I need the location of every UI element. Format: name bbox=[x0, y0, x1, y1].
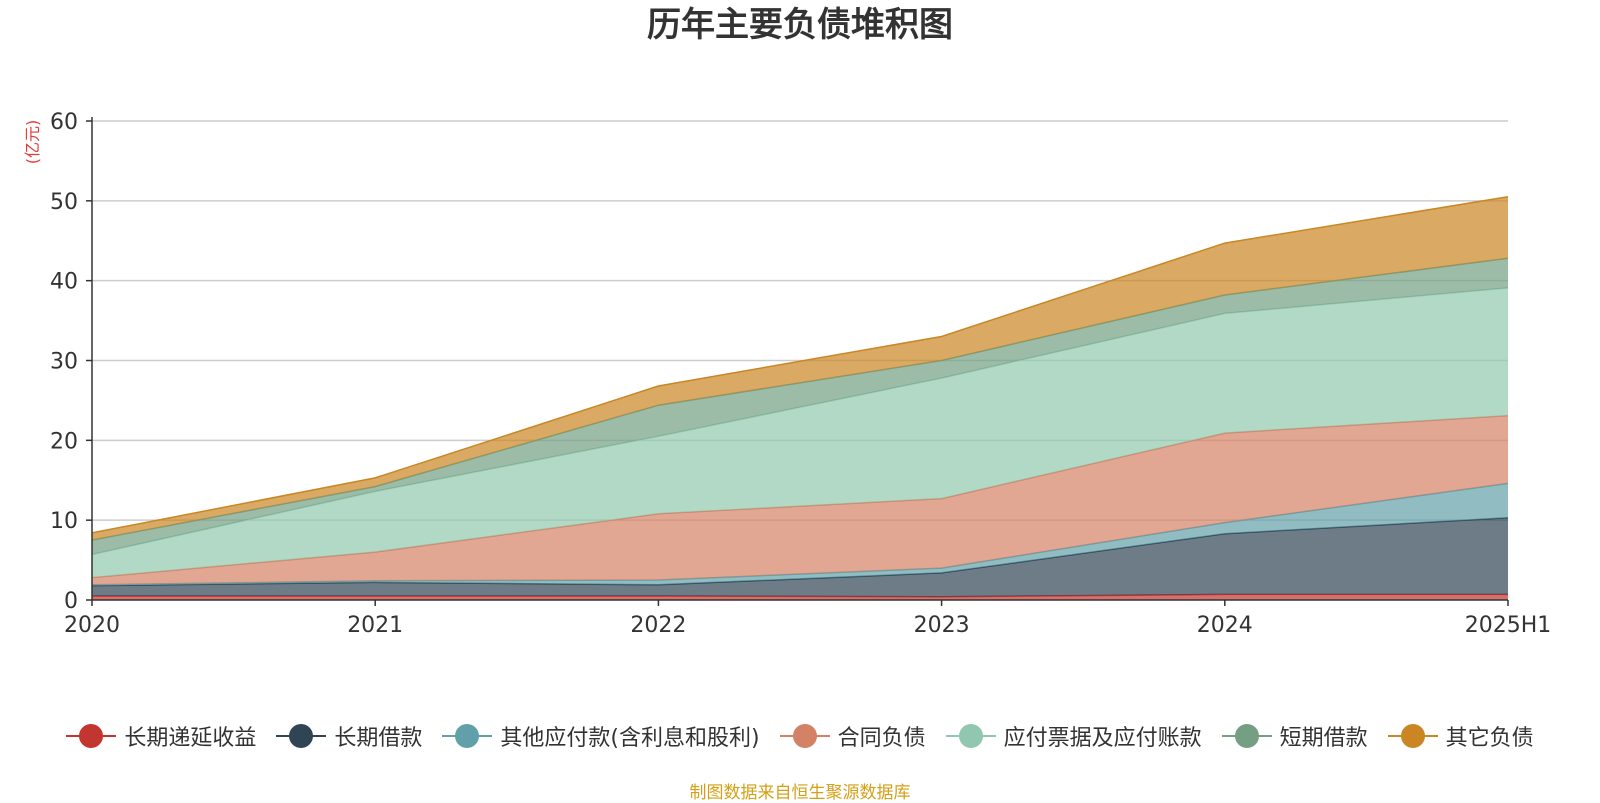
legend-item-1[interactable]: 长期递延收益 bbox=[66, 720, 256, 752]
y-tick-label: 20 bbox=[50, 429, 78, 454]
legend-item-2[interactable]: 长期借款 bbox=[276, 720, 422, 752]
area-series-6 bbox=[92, 258, 1508, 555]
legend-marker-icon bbox=[276, 723, 327, 749]
x-tick-labels: 2020 2021 2022 2023 2024 2025H1 bbox=[64, 613, 1551, 638]
y-tick-label: 60 bbox=[50, 110, 78, 135]
x-tick-label: 2020 bbox=[64, 613, 120, 638]
legend-marker-icon bbox=[779, 723, 830, 749]
legend-item-6[interactable]: 短期借款 bbox=[1221, 720, 1368, 752]
legend-marker-icon bbox=[1387, 723, 1438, 749]
chart-title: 历年主要负债堆积图 bbox=[647, 5, 953, 45]
x-tick-label: 2024 bbox=[1197, 613, 1253, 638]
series-line-7 bbox=[91, 196, 1509, 534]
legend-marker-icon bbox=[1221, 723, 1272, 749]
y-tick-label: 10 bbox=[50, 509, 78, 534]
legend-item-3[interactable]: 其他应付款(含利息和股利) bbox=[442, 720, 760, 752]
area-series-1 bbox=[92, 594, 1508, 600]
y-tick-labels: 0 10 20 30 40 50 60 bbox=[50, 110, 78, 614]
legend-label: 其它负债 bbox=[1445, 726, 1534, 751]
legend-label: 长期递延收益 bbox=[124, 726, 257, 751]
area-series-2 bbox=[92, 517, 1508, 597]
x-tick-label: 2025H1 bbox=[1465, 613, 1552, 638]
legend-item-7[interactable]: 其它负债 bbox=[1387, 720, 1534, 752]
legend-item-4[interactable]: 合同负债 bbox=[779, 720, 926, 752]
source-note: 制图数据来自恒生聚源数据库 bbox=[689, 783, 911, 803]
x-tick-label: 2021 bbox=[347, 613, 403, 638]
legend-label: 应付票据及应付账款 bbox=[1003, 726, 1202, 751]
x-tick-label: 2023 bbox=[914, 613, 970, 638]
legend-item-5[interactable]: 应付票据及应付账款 bbox=[945, 720, 1202, 752]
x-tick-label: 2022 bbox=[630, 613, 686, 638]
legend-label: 合同负债 bbox=[837, 726, 926, 751]
y-tick-label: 40 bbox=[50, 270, 78, 295]
y-tick-label: 30 bbox=[50, 350, 78, 375]
area-series bbox=[91, 196, 1509, 600]
legend-label: 其他应付款(含利息和股利) bbox=[500, 726, 760, 751]
y-tick-label: 0 bbox=[64, 589, 78, 614]
legend-label: 长期借款 bbox=[334, 726, 423, 751]
legend-marker-icon bbox=[442, 723, 493, 749]
legend: 长期递延收益 长期借款 其他应付款(含利息和股利) 合同负债 应付票据及应付账款 短期借款… bbox=[0, 718, 1600, 754]
stacked-area-chart: 0 10 20 30 40 50 60 2020 2021 2022 2023 2024 2025H1… bbox=[23, 110, 1551, 638]
legend-marker-icon bbox=[66, 723, 117, 749]
area-series-7 bbox=[92, 196, 1508, 541]
area-series-4 bbox=[92, 415, 1508, 585]
y-axis-label: (亿元) bbox=[23, 120, 42, 165]
y-tick-label: 50 bbox=[50, 190, 78, 215]
axes bbox=[86, 117, 1509, 606]
legend-marker-icon bbox=[945, 723, 996, 749]
legend-label: 短期借款 bbox=[1279, 726, 1368, 751]
area-series-5 bbox=[92, 287, 1508, 578]
